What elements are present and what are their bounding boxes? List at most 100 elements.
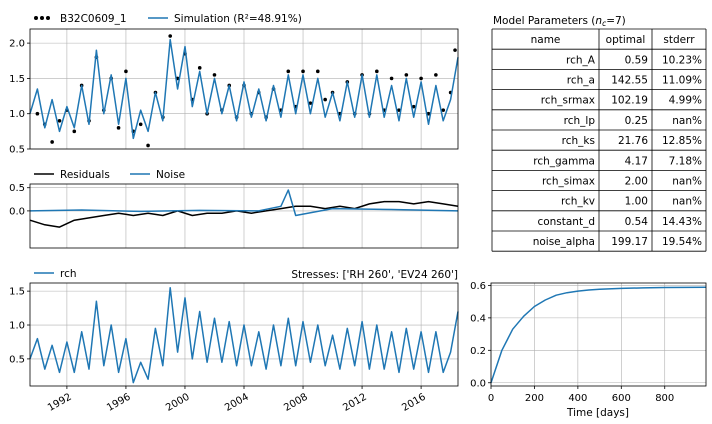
response-panel: 0.0 0.2 0.4 0.6 0 200 400 600 800 Time [days]	[470, 281, 707, 419]
observation-point	[72, 129, 77, 134]
observation-point	[315, 69, 320, 74]
parameters-table-title: Model Parameters (nc=7)	[493, 15, 626, 28]
observation-point	[411, 104, 416, 109]
observation-point	[397, 108, 401, 112]
observation-point	[301, 69, 305, 74]
observation-point	[124, 69, 128, 74]
table-cell: 0.59	[625, 54, 648, 66]
residuals-line	[29, 200, 459, 228]
y-tick-label: 0.5	[9, 145, 25, 156]
table-cell: rch_gamma	[533, 155, 595, 167]
fit-panel: 0.5 1.0 1.5 2.0 B32C0609_1 Simulation (R²=4…	[9, 13, 459, 156]
legend-observed-label: B32C0609_1	[60, 13, 127, 25]
table-cell: 12.85%	[662, 135, 702, 147]
observation-point	[146, 143, 150, 148]
y-tick-label: 0.5	[9, 183, 25, 194]
observation-point	[116, 126, 121, 130]
observation-point	[57, 118, 62, 123]
simulation-r-48-91-line	[29, 38, 459, 140]
table-cell: 10.23%	[662, 54, 702, 66]
table-cell: nan%	[672, 196, 702, 208]
legend-noise-label: Noise	[156, 169, 185, 181]
y-tick-label: 0.5	[9, 354, 25, 365]
y-tick-label: 1.0	[9, 109, 25, 120]
table-cell: 7.18%	[669, 155, 702, 167]
fit-axes-frame	[29, 28, 459, 150]
observation-point	[453, 48, 457, 52]
table-cell: nan%	[672, 176, 702, 188]
x-tick-label: 400	[568, 393, 587, 404]
y-tick-label: 0.4	[470, 313, 486, 324]
y-tick-label: 1.5	[9, 74, 25, 85]
observation-point	[426, 111, 431, 116]
table-cell: 1.00	[625, 196, 648, 208]
residuals-y-tick-labels: 0.0 0.5	[9, 183, 30, 217]
table-cell: constant_d	[537, 216, 595, 228]
table-cell: 4.99%	[669, 95, 702, 107]
observation-point	[212, 73, 217, 77]
table-cell: nan%	[672, 115, 702, 127]
table-header-cell: optimal	[606, 34, 646, 46]
legend-rch-label: rch	[60, 268, 77, 280]
rch-line	[29, 286, 459, 384]
table-cell: 19.54%	[662, 236, 702, 248]
observation-point	[441, 108, 446, 112]
fit-legend: B32C0609_1 Simulation (R²=48.91%)	[34, 13, 302, 25]
table-cell: 11.09%	[662, 75, 702, 87]
observation-point	[308, 101, 313, 105]
parameters-table: Model Parameters (nc=7) name optimal stder…	[491, 15, 707, 252]
y-tick-label: 1.5	[9, 287, 25, 298]
response-grid	[490, 283, 706, 386]
response-x-axis-label: Time [days]	[566, 407, 629, 419]
table-cell: rch_A	[566, 54, 596, 66]
observation-point	[168, 34, 173, 38]
x-tick-label: 0	[488, 393, 494, 404]
residuals-legend: Residuals Noise	[34, 169, 185, 181]
table-cell: rch_lp	[564, 115, 596, 127]
table-cell: 21.76	[618, 135, 648, 147]
legend-residuals-label: Residuals	[60, 169, 110, 181]
observation-point	[138, 122, 143, 127]
response-series	[490, 286, 707, 384]
residuals-series	[29, 189, 459, 228]
observation-point	[35, 111, 40, 116]
stresses-legend: rch	[34, 268, 77, 280]
x-tick-label: 600	[612, 393, 631, 404]
y-tick-label: 0.2	[470, 346, 486, 357]
table-header-cell: name	[531, 34, 561, 46]
observation-point	[375, 69, 379, 74]
observation-point	[434, 73, 438, 77]
noise-line	[29, 189, 459, 217]
table-cell: noise_alpha	[533, 236, 595, 248]
table-cell: 199.17	[611, 236, 648, 248]
table-cell: rch_ks	[562, 135, 595, 147]
table-cell: rch_a	[567, 75, 595, 87]
legend-simulation-label: Simulation (R²=48.91%)	[174, 13, 302, 25]
response-x-tick-labels: 0 200 400 600 800	[488, 386, 674, 404]
observed-legend-marker	[34, 16, 50, 20]
stresses-y-tick-labels: 0.5 1.0 1.5	[9, 287, 30, 365]
y-tick-label: 2.0	[9, 39, 25, 50]
observation-point	[323, 97, 327, 102]
response-axes-frame	[490, 282, 707, 387]
y-tick-label: 0.6	[470, 281, 486, 292]
table-header-cell: stderr	[663, 34, 695, 46]
table-cell: rch_srmax	[541, 95, 595, 107]
residuals-panel: 0.0 0.5 Residuals Noise	[9, 169, 459, 249]
stresses-title: Stresses: ['RH 260', 'EV24 260']	[291, 269, 458, 281]
table-cell: rch_kv	[561, 196, 595, 208]
parameters-table-grid: name optimal stderr rch_A 0.59 10.23% rch_a 142…	[491, 28, 707, 252]
y-tick-label: 1.0	[9, 321, 25, 332]
table-cell: 102.19	[611, 95, 648, 107]
observation-point	[389, 76, 394, 81]
observation-point	[404, 73, 409, 77]
observation-point	[286, 69, 291, 74]
y-tick-label: 0.0	[470, 378, 486, 389]
stresses-series	[29, 286, 459, 384]
table-cell: 14.43%	[662, 216, 702, 228]
observation-point	[419, 76, 423, 81]
table-cell: 4.17	[625, 155, 648, 167]
table-cell: 0.25	[625, 115, 648, 127]
residuals-axes-frame	[29, 183, 459, 249]
